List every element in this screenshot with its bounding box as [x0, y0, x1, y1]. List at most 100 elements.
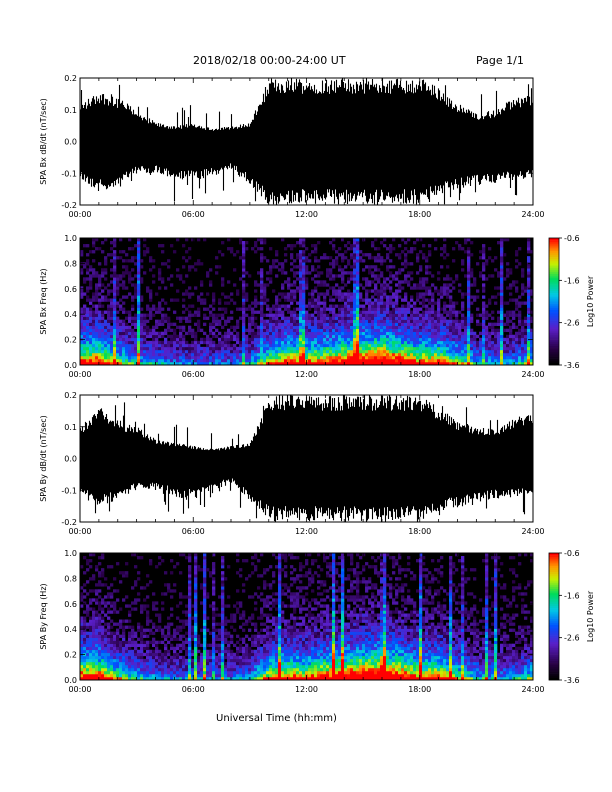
- spectrogram-cell: [185, 640, 189, 645]
- spectrogram-cell: [449, 301, 453, 305]
- spectrogram-cell: [281, 322, 285, 326]
- spectrogram-cell: [242, 265, 246, 269]
- spectrogram-cell: [470, 241, 474, 245]
- spectrogram-cell: [311, 346, 315, 351]
- spectrogram-cell: [389, 319, 393, 323]
- spectrogram-cell: [326, 361, 330, 366]
- spectrogram-cell: [224, 331, 228, 336]
- spectrogram-cell: [179, 628, 183, 632]
- spectrogram-cell: [323, 304, 327, 308]
- spectrogram-cell: [287, 355, 291, 360]
- spectrogram-cell: [95, 598, 99, 602]
- spectrogram-cell: [122, 667, 126, 672]
- spectrogram-cell: [302, 295, 306, 299]
- spectrogram-cell: [362, 343, 366, 348]
- spectrogram-cell: [278, 292, 282, 296]
- spectrogram-cell: [407, 355, 411, 360]
- spectrogram-cell: [314, 280, 318, 284]
- spectrogram-cell: [110, 667, 114, 672]
- spectrogram-cell: [221, 253, 225, 257]
- spectrogram-cell: [383, 307, 387, 311]
- spectrogram-cell: [92, 667, 96, 672]
- spectrogram-cell: [530, 355, 534, 360]
- spectrogram-cell: [206, 355, 210, 360]
- spectrogram-cell: [137, 664, 141, 669]
- spectrogram-cell: [398, 331, 402, 336]
- spectrogram-cell: [101, 607, 105, 611]
- spectrogram-cell: [353, 241, 357, 245]
- colorbar-swatch: [549, 303, 559, 307]
- spectrogram-cell: [377, 343, 381, 348]
- spectrogram-cell: [416, 331, 420, 336]
- spectrogram-cell: [467, 283, 471, 287]
- spectrogram-cell: [236, 352, 240, 357]
- spectrogram-cell: [311, 292, 315, 296]
- spectrogram-cell: [326, 340, 330, 345]
- spectrogram-cell: [458, 337, 462, 342]
- spectrogram-cell: [371, 256, 375, 260]
- spectrogram-cell: [488, 358, 492, 363]
- spectrogram-cell: [392, 361, 396, 366]
- spectrogram-cell: [260, 295, 264, 299]
- spectrogram-cell: [353, 340, 357, 345]
- spectrogram-cell: [188, 316, 192, 320]
- spectrogram-cell: [143, 628, 147, 632]
- spectrogram-cell: [479, 322, 483, 326]
- spectrogram-cell: [107, 631, 111, 635]
- spectrogram-cell: [92, 337, 96, 342]
- spectrogram-cell: [113, 289, 117, 293]
- colorbar-swatch: [549, 299, 559, 302]
- spectrogram-cell: [515, 355, 519, 360]
- spectrogram-cell: [146, 319, 150, 323]
- spectrogram-cell: [485, 262, 489, 266]
- spectrogram-cell: [104, 271, 108, 275]
- spectrogram-cell: [440, 358, 444, 363]
- spectrogram-cell: [179, 670, 183, 675]
- spectrogram-cell: [455, 313, 459, 317]
- spectrogram-cell: [320, 322, 324, 326]
- spectrogram-cell: [92, 244, 96, 248]
- spectrogram-cell: [218, 319, 222, 323]
- spectrogram-cell: [164, 673, 168, 678]
- spectrogram-cell: [425, 286, 429, 290]
- spectrogram-cell: [326, 292, 330, 296]
- spectrogram-cell: [419, 286, 423, 290]
- spectrogram-cell: [116, 292, 120, 296]
- spectrogram-cell: [296, 319, 300, 323]
- spectrogram-cell: [224, 340, 228, 345]
- spectrogram-cell: [161, 673, 165, 678]
- spectrogram-cell: [122, 319, 126, 323]
- spectrogram-cell: [80, 565, 84, 569]
- spectrogram-cell: [188, 640, 192, 645]
- spectrogram-cell: [86, 568, 90, 572]
- spectrogram-cell: [242, 244, 246, 248]
- spectrogram-cell: [248, 274, 252, 278]
- spectrogram-cell: [335, 322, 339, 326]
- spectrogram-cell: [434, 301, 438, 305]
- spectrogram-cell: [89, 310, 93, 314]
- spectrogram-cell: [275, 322, 279, 326]
- spectrogram-cell: [350, 361, 354, 366]
- spectrogram-cell: [347, 277, 351, 281]
- spectrogram-cell: [482, 352, 486, 357]
- spectrogram-cell: [437, 307, 441, 311]
- spectrogram-cell: [119, 355, 123, 360]
- spectrogram-cell: [131, 340, 135, 345]
- spectrogram-cell: [398, 244, 402, 248]
- spectrogram-cell: [419, 301, 423, 305]
- spectrogram-cell: [317, 310, 321, 314]
- spectrogram-cell: [494, 340, 498, 345]
- spectrogram-cell: [275, 301, 279, 305]
- spectrogram-cell: [122, 649, 126, 654]
- spectrogram-cell: [107, 637, 111, 641]
- spectrogram-cell: [221, 346, 225, 351]
- spectrogram-cell: [344, 283, 348, 287]
- spectrogram-cell: [167, 322, 171, 326]
- spectrogram-cell: [92, 292, 96, 296]
- spectrogram-cell: [116, 661, 120, 666]
- spectrogram-cell: [503, 340, 507, 345]
- spectrogram-cell: [194, 346, 198, 351]
- spectrogram-cell: [299, 361, 303, 366]
- spectrogram-cell: [302, 286, 306, 290]
